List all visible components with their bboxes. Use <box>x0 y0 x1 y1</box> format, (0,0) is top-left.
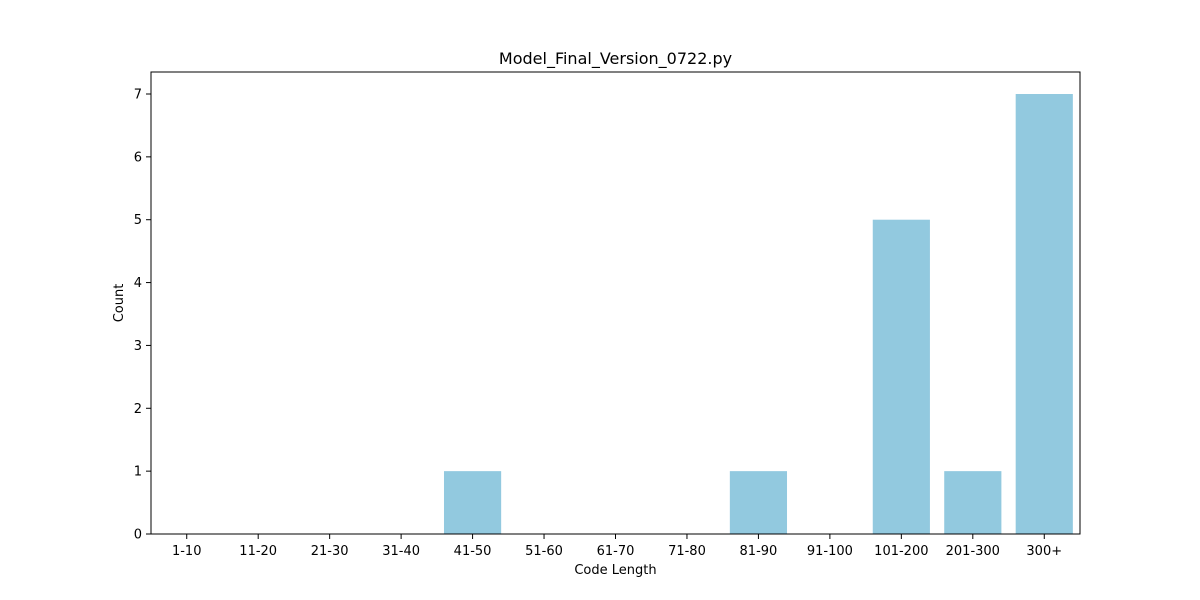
bar-101-200 <box>873 220 930 534</box>
bar-81-90 <box>730 471 787 534</box>
x-tick-label: 41-50 <box>454 544 492 559</box>
y-axis-ticks: 0 1 2 3 4 5 6 7 <box>134 88 151 543</box>
x-tick-label: 201-300 <box>946 544 1000 559</box>
x-tick-label: 91-100 <box>807 544 853 559</box>
y-tick-label: 5 <box>134 213 142 228</box>
x-tick-label: 51-60 <box>525 544 563 559</box>
x-tick-label: 101-200 <box>874 544 928 559</box>
y-tick-label: 1 <box>134 465 142 480</box>
bar-201-300 <box>944 471 1001 534</box>
x-tick-label: 71-80 <box>668 544 706 559</box>
y-tick-label: 7 <box>134 88 142 103</box>
x-tick-label: 300+ <box>1026 544 1062 559</box>
x-tick-label: 31-40 <box>382 544 420 559</box>
x-tick-label: 61-70 <box>597 544 635 559</box>
bar-300+ <box>1016 94 1073 534</box>
x-axis-ticks: 1-10 11-20 21-30 31-40 41-50 51-60 61-70 71-80 8… <box>172 534 1062 559</box>
y-tick-label: 2 <box>134 402 142 417</box>
y-tick-label: 0 <box>134 528 142 543</box>
y-tick-label: 6 <box>134 150 142 165</box>
bar-41-50 <box>444 471 501 534</box>
x-tick-label: 1-10 <box>172 544 202 559</box>
x-axis-label: Code Length <box>574 563 656 578</box>
y-tick-label: 3 <box>134 339 142 354</box>
bars-group <box>444 94 1073 534</box>
x-tick-label: 11-20 <box>239 544 277 559</box>
y-tick-label: 4 <box>134 276 142 291</box>
chart-title: Model_Final_Version_0722.py <box>499 49 732 69</box>
x-tick-label: 81-90 <box>740 544 778 559</box>
x-tick-label: 21-30 <box>311 544 349 559</box>
plot-frame <box>151 72 1080 534</box>
y-axis-label: Count <box>112 284 127 323</box>
